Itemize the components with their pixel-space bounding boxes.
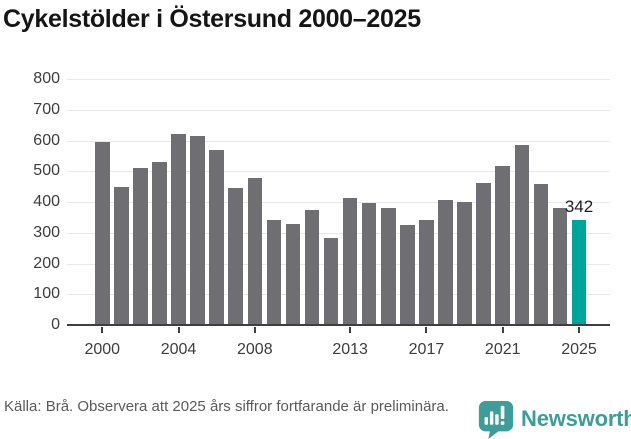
- y-tick-label-100: 100: [33, 285, 60, 303]
- source-note: Källa: Brå. Observera att 2025 års siffr…: [4, 398, 449, 415]
- y-tick-label-800: 800: [33, 70, 60, 87]
- bar-2000: [95, 142, 110, 325]
- bar-2014: [361, 203, 377, 325]
- bar-2002: [133, 167, 148, 325]
- newsworthy-bubble-chart-icon: [477, 399, 515, 439]
- bar-2023: [533, 184, 549, 325]
- x-tick-2013: [349, 327, 352, 333]
- x-tick-2008: [253, 327, 256, 333]
- bar-2016: [400, 224, 415, 325]
- x-tick-2004: [177, 327, 180, 333]
- x-axis-line: [67, 323, 610, 326]
- bar-2008: [247, 178, 263, 325]
- bar-2024: [552, 208, 568, 325]
- y-tick-label-500: 500: [33, 162, 60, 180]
- x-tick-2000: [101, 327, 104, 333]
- plot-area: 342: [67, 79, 610, 326]
- gridline-400: [67, 202, 610, 203]
- x-tick-label-2004: 2004: [160, 341, 197, 358]
- y-tick-label-300: 300: [33, 223, 60, 241]
- bar-2015: [381, 208, 396, 325]
- newsworthy-logo-text: Newsworthy: [521, 406, 631, 431]
- bar-2020: [476, 182, 491, 325]
- gridline-800: [67, 79, 610, 80]
- bar-2017: [419, 220, 434, 325]
- bar-2011: [304, 209, 320, 325]
- x-tick-label-2017: 2017: [408, 341, 445, 358]
- x-tick-2017: [425, 327, 428, 333]
- gridline-500: [67, 171, 610, 173]
- bar-2022: [514, 144, 530, 325]
- gridline-100: [67, 294, 610, 296]
- y-tick-label-0: 0: [51, 316, 60, 333]
- x-tick-label-2021: 2021: [484, 341, 521, 358]
- y-tick-label-600: 600: [33, 131, 60, 149]
- bar-2025: [571, 219, 587, 325]
- x-tick-label-2025: 2025: [561, 341, 597, 358]
- x-tick-label-2000: 2000: [84, 341, 121, 358]
- gridline-700: [67, 109, 610, 111]
- y-tick-label-400: 400: [33, 193, 60, 210]
- x-tick-2025: [578, 327, 580, 333]
- newsworthy-logo[interactable]: Newsworthy: [477, 399, 631, 439]
- chart-title: Cykelstölder i Östersund 2000–2025: [3, 5, 421, 33]
- x-tick-label-2008: 2008: [237, 341, 273, 358]
- bar-2012: [323, 237, 339, 325]
- bar-2006: [209, 149, 224, 325]
- highlight-value-label: 342: [564, 196, 594, 216]
- bar-2003: [152, 162, 167, 325]
- x-tick-label-2013: 2013: [332, 341, 368, 358]
- bar-2007: [228, 187, 243, 325]
- gridline-600: [67, 140, 610, 142]
- y-tick-label-700: 700: [33, 100, 60, 118]
- bar-2018: [438, 200, 453, 325]
- bar-2013: [342, 198, 358, 325]
- bar-2001: [114, 187, 129, 325]
- bar-2009: [266, 220, 282, 325]
- gridline-300: [67, 232, 610, 234]
- gridline-200: [67, 263, 610, 265]
- bar-2010: [285, 224, 301, 325]
- y-tick-label-200: 200: [33, 254, 60, 272]
- bar-2019: [457, 202, 472, 325]
- bar-2004: [171, 134, 186, 325]
- bar-2005: [190, 135, 205, 325]
- bar-2021: [495, 166, 510, 325]
- x-tick-2021: [501, 327, 504, 333]
